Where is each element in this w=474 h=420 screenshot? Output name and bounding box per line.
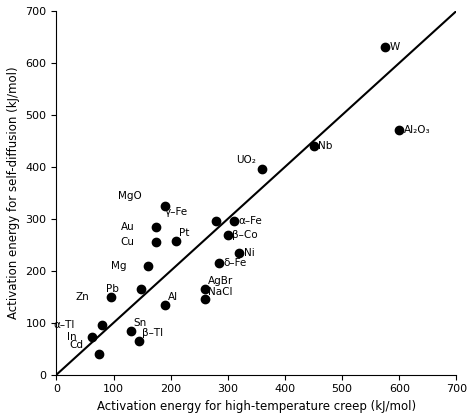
Text: β–Tl: β–Tl bbox=[142, 328, 163, 338]
Text: δ–Fe: δ–Fe bbox=[224, 258, 247, 268]
Text: α–Tl: α–Tl bbox=[53, 320, 74, 331]
Text: Cu: Cu bbox=[121, 237, 135, 247]
Text: NaCl: NaCl bbox=[208, 286, 232, 297]
Text: α–Fe: α–Fe bbox=[238, 216, 262, 226]
Text: Pt: Pt bbox=[179, 228, 190, 238]
Text: MgO: MgO bbox=[118, 192, 142, 202]
Text: Nb: Nb bbox=[318, 141, 333, 151]
Text: γ–Fe: γ–Fe bbox=[164, 207, 188, 217]
Y-axis label: Activation energy for self-diffusion (kJ/mol): Activation energy for self-diffusion (kJ… bbox=[7, 66, 20, 319]
Text: Ni: Ni bbox=[244, 248, 255, 257]
Text: Mg: Mg bbox=[110, 261, 126, 270]
Text: AgBr: AgBr bbox=[208, 276, 233, 286]
Text: W: W bbox=[390, 42, 400, 52]
X-axis label: Activation energy for high-temperature creep (kJ/mol): Activation energy for high-temperature c… bbox=[97, 400, 416, 413]
Text: Cd: Cd bbox=[69, 340, 83, 349]
Text: Zn: Zn bbox=[75, 292, 89, 302]
Text: Pb: Pb bbox=[106, 284, 119, 294]
Text: In: In bbox=[67, 332, 76, 342]
Text: Al₂O₃: Al₂O₃ bbox=[404, 126, 430, 136]
Text: Al: Al bbox=[168, 292, 178, 302]
Text: β–Co: β–Co bbox=[232, 231, 258, 241]
Text: Au: Au bbox=[121, 222, 135, 232]
Text: Sn: Sn bbox=[134, 318, 147, 328]
Text: UO₂: UO₂ bbox=[237, 155, 256, 165]
